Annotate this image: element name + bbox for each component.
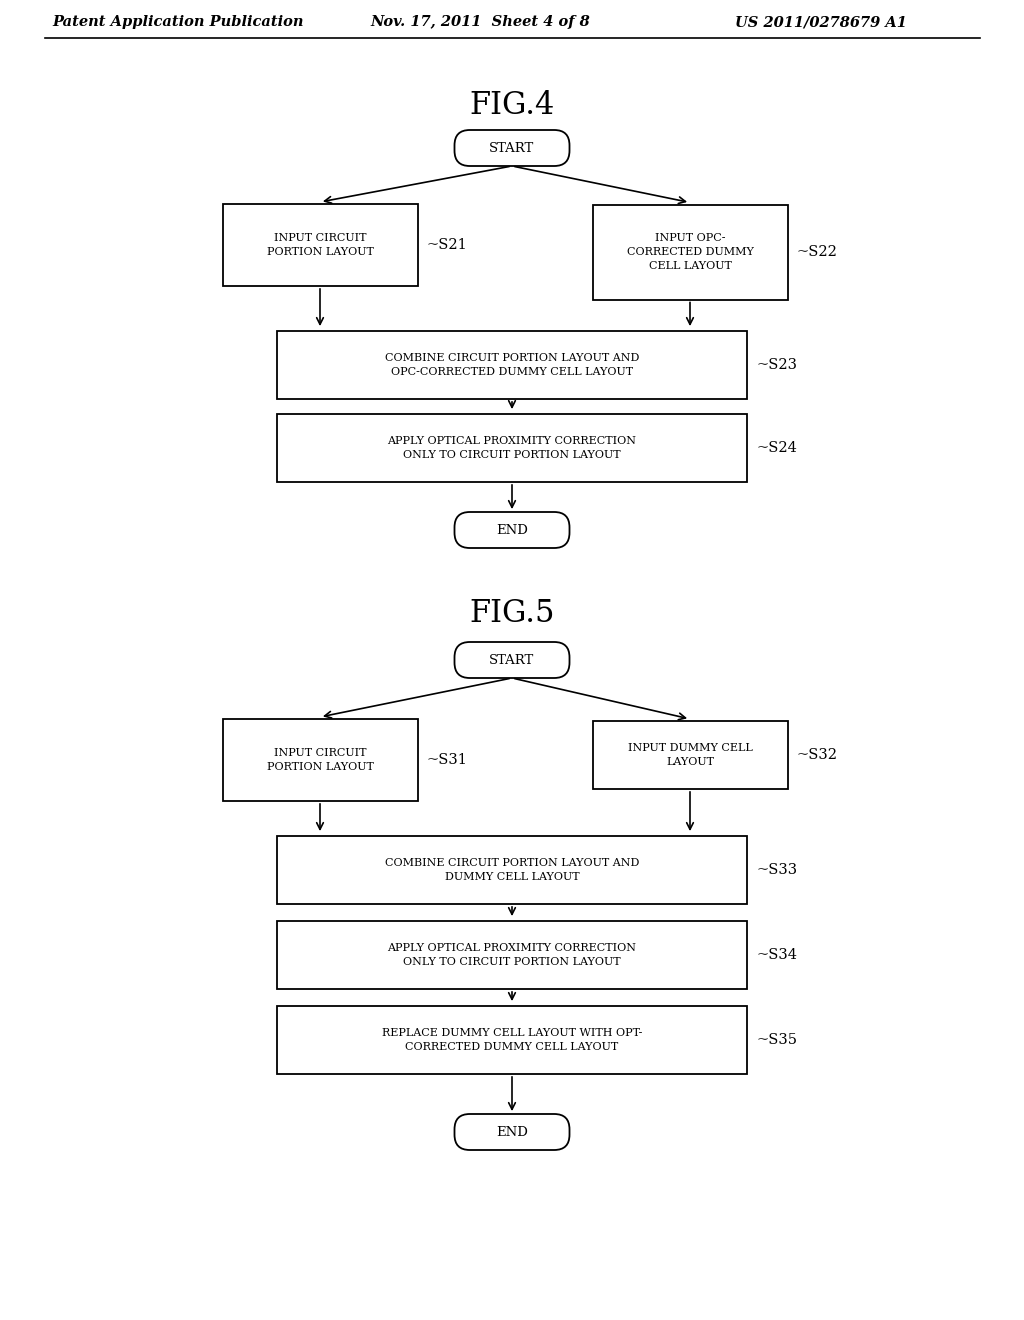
Text: FIG.5: FIG.5 [469, 598, 555, 630]
Text: START: START [489, 141, 535, 154]
Text: INPUT CIRCUIT
PORTION LAYOUT: INPUT CIRCUIT PORTION LAYOUT [266, 234, 374, 257]
Bar [278, 331, 746, 399]
Bar [222, 719, 418, 801]
Bar [278, 414, 746, 482]
FancyBboxPatch shape [455, 1114, 569, 1150]
FancyBboxPatch shape [455, 642, 569, 678]
FancyBboxPatch shape [455, 129, 569, 166]
Text: ~S32: ~S32 [797, 748, 838, 762]
Text: ~S31: ~S31 [427, 752, 467, 767]
Text: INPUT DUMMY CELL
LAYOUT: INPUT DUMMY CELL LAYOUT [628, 743, 753, 767]
Text: ~S24: ~S24 [756, 441, 797, 455]
Text: US 2011/0278679 A1: US 2011/0278679 A1 [735, 15, 907, 29]
Text: END: END [496, 1126, 528, 1138]
Text: INPUT OPC-
CORRECTED DUMMY
CELL LAYOUT: INPUT OPC- CORRECTED DUMMY CELL LAYOUT [627, 234, 754, 271]
Text: START: START [489, 653, 535, 667]
Text: Nov. 17, 2011  Sheet 4 of 8: Nov. 17, 2011 Sheet 4 of 8 [370, 15, 590, 29]
Text: Patent Application Publication: Patent Application Publication [52, 15, 303, 29]
Text: END: END [496, 524, 528, 536]
Text: COMBINE CIRCUIT PORTION LAYOUT AND
OPC-CORRECTED DUMMY CELL LAYOUT: COMBINE CIRCUIT PORTION LAYOUT AND OPC-C… [385, 352, 639, 378]
Text: ~S35: ~S35 [756, 1034, 797, 1047]
Bar [222, 205, 418, 286]
Text: COMBINE CIRCUIT PORTION LAYOUT AND
DUMMY CELL LAYOUT: COMBINE CIRCUIT PORTION LAYOUT AND DUMMY… [385, 858, 639, 882]
Bar [278, 836, 746, 904]
FancyBboxPatch shape [455, 512, 569, 548]
Text: REPLACE DUMMY CELL LAYOUT WITH OPT-
CORRECTED DUMMY CELL LAYOUT: REPLACE DUMMY CELL LAYOUT WITH OPT- CORR… [382, 1028, 642, 1052]
Bar [593, 721, 787, 789]
Bar [278, 1006, 746, 1074]
Text: FIG.4: FIG.4 [469, 90, 555, 121]
Text: ~S23: ~S23 [756, 358, 797, 372]
Text: ~S34: ~S34 [756, 948, 797, 962]
Bar [593, 205, 787, 300]
Text: ~S33: ~S33 [756, 863, 797, 876]
Text: APPLY OPTICAL PROXIMITY CORRECTION
ONLY TO CIRCUIT PORTION LAYOUT: APPLY OPTICAL PROXIMITY CORRECTION ONLY … [387, 436, 637, 459]
Text: ~S22: ~S22 [797, 246, 838, 259]
Text: INPUT CIRCUIT
PORTION LAYOUT: INPUT CIRCUIT PORTION LAYOUT [266, 748, 374, 772]
Text: ~S21: ~S21 [427, 238, 467, 252]
Bar [278, 921, 746, 989]
Text: APPLY OPTICAL PROXIMITY CORRECTION
ONLY TO CIRCUIT PORTION LAYOUT: APPLY OPTICAL PROXIMITY CORRECTION ONLY … [387, 942, 637, 968]
